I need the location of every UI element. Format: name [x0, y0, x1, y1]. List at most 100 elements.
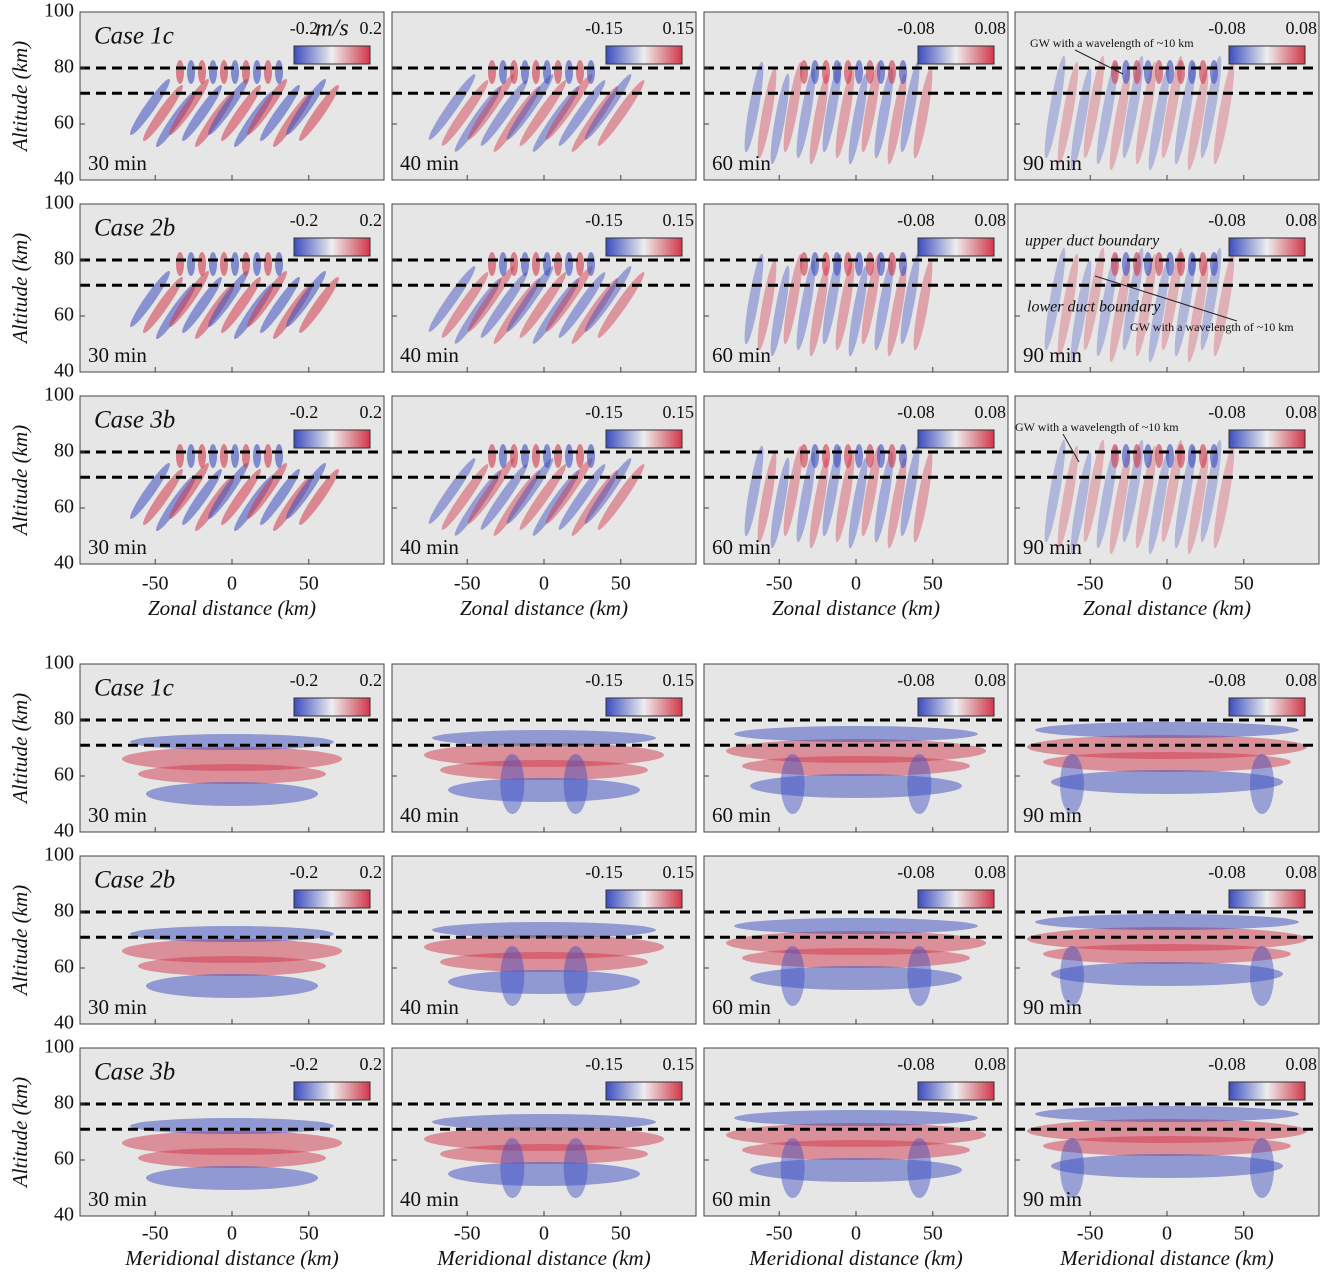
wave-pattern	[742, 1140, 970, 1160]
wave-pattern	[888, 444, 896, 468]
panel-background	[392, 204, 696, 372]
colorbar-min: -0.08	[1208, 670, 1246, 690]
x-axis-label: Meridional distance (km)	[124, 1246, 338, 1270]
wave-pattern	[900, 253, 920, 345]
colorbar-min: -0.2	[290, 210, 319, 230]
wave-pattern	[253, 444, 261, 468]
wave-pattern	[1187, 259, 1209, 363]
wave-pattern	[532, 444, 540, 468]
wave-pattern	[1135, 445, 1157, 549]
time-label: 60 min	[712, 535, 771, 559]
wave-pattern	[1057, 61, 1079, 165]
colorbar-max: 0.08	[975, 670, 1007, 690]
panel	[704, 396, 1008, 564]
colorbar-min: -0.15	[585, 1054, 623, 1074]
wave-pattern	[811, 444, 819, 468]
wave-pattern	[913, 451, 933, 543]
wave-pattern	[800, 252, 808, 276]
wave-pattern	[866, 60, 874, 84]
wave-pattern	[796, 67, 816, 159]
wave-pattern	[1027, 927, 1307, 951]
x-tick-label: 50	[299, 1223, 319, 1245]
wave-pattern	[744, 445, 764, 537]
x-tick-label: -50	[454, 573, 481, 595]
wave-pattern	[750, 966, 962, 990]
wave-pattern	[493, 278, 541, 344]
colorbar-max: 0.2	[360, 670, 383, 690]
panel-background	[392, 396, 696, 564]
wave-pattern	[907, 946, 932, 1006]
colorbar	[605, 1081, 683, 1101]
x-tick-label: -50	[766, 573, 793, 595]
wave-pattern	[597, 80, 645, 146]
wave-pattern	[231, 60, 239, 84]
wave-pattern	[1133, 60, 1141, 84]
wave-pattern	[855, 60, 863, 84]
colorbar-min: -0.08	[897, 862, 935, 882]
wave-pattern	[558, 272, 606, 338]
wave-pattern	[260, 85, 300, 141]
wave-pattern	[1111, 60, 1119, 84]
wave-pattern	[822, 252, 830, 276]
wave-pattern	[1213, 61, 1235, 165]
wave-pattern	[861, 445, 881, 537]
time-label: 90 min	[1023, 995, 1082, 1019]
wave-pattern	[176, 444, 184, 468]
wave-pattern	[1035, 914, 1299, 930]
wave-pattern	[744, 253, 764, 345]
wave-pattern	[1188, 252, 1196, 276]
colorbar-min: -0.08	[1208, 18, 1246, 38]
colorbar-max: 0.15	[663, 18, 695, 38]
wave-pattern	[1135, 61, 1157, 165]
colorbar	[1228, 429, 1306, 449]
wave-pattern	[750, 1158, 962, 1182]
panel	[392, 12, 696, 180]
wave-pattern	[146, 1166, 318, 1190]
wave-pattern	[506, 74, 554, 140]
wave-pattern	[809, 265, 829, 357]
wave-pattern	[1043, 1136, 1291, 1156]
time-label: 30 min	[88, 803, 147, 827]
wave-pattern	[887, 73, 907, 165]
x-tick-label: 50	[923, 573, 943, 595]
wave-pattern	[571, 470, 619, 536]
x-tick-label: 0	[539, 573, 549, 595]
wave-pattern	[554, 252, 562, 276]
colorbar-min: -0.15	[585, 670, 623, 690]
wave-pattern	[519, 272, 567, 338]
wave-pattern	[275, 60, 283, 84]
wave-pattern	[182, 469, 222, 525]
y-tick-label: 100	[44, 844, 74, 866]
time-label: 60 min	[712, 343, 771, 367]
wave-pattern	[899, 60, 907, 84]
wave-pattern	[500, 946, 525, 1006]
wave-pattern	[1250, 946, 1274, 1006]
colorbar	[293, 697, 371, 717]
y-axis-label: Altitude (km)	[8, 885, 32, 997]
colorbar-min: -0.2	[290, 862, 319, 882]
wave-pattern	[1250, 1138, 1274, 1198]
wave-pattern	[493, 86, 541, 152]
wave-pattern	[493, 470, 541, 536]
wave-pattern	[428, 266, 476, 332]
time-label: 40 min	[400, 1187, 459, 1211]
wave-pattern	[565, 252, 573, 276]
time-label: 60 min	[712, 151, 771, 175]
colorbar-min: -0.08	[897, 402, 935, 422]
y-axis-label: Altitude (km)	[8, 1077, 32, 1189]
x-tick-label: -50	[142, 573, 169, 595]
wave-pattern	[734, 726, 978, 742]
wave-pattern	[209, 252, 217, 276]
case-label: Case 3b	[94, 1059, 175, 1086]
wave-pattern	[750, 774, 962, 798]
annotation: GW with a wavelength of ~10 km	[1130, 320, 1294, 334]
wave-pattern	[1187, 451, 1209, 555]
wave-pattern	[809, 73, 829, 165]
wave-pattern	[500, 1138, 525, 1198]
wave-pattern	[874, 259, 894, 351]
wave-pattern	[742, 756, 970, 776]
time-label: 90 min	[1023, 803, 1082, 827]
x-tick-label: 0	[1162, 573, 1172, 595]
wave-pattern	[488, 444, 496, 468]
wave-pattern	[182, 85, 222, 141]
